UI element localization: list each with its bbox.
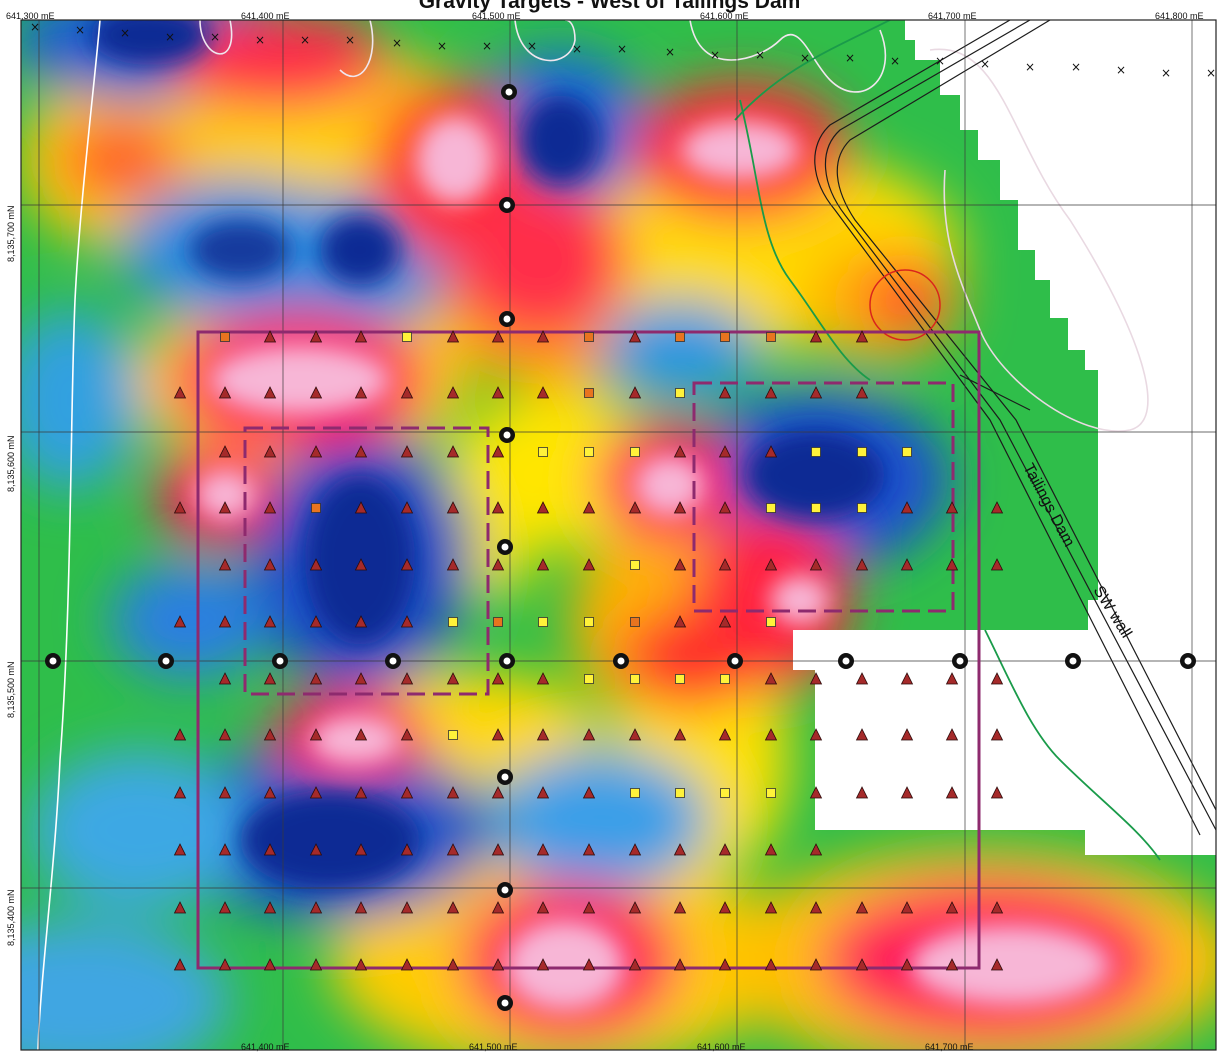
station-square (220, 332, 230, 342)
base-station-marker (1180, 653, 1196, 669)
map-title: Gravity Targets - West of Tailings Dam (418, 0, 801, 13)
cross-marker: × (572, 42, 582, 56)
easting-label-bottom-0: 641,400 mE (241, 1042, 290, 1052)
base-station-marker (499, 427, 515, 443)
cross-marker: × (1206, 66, 1216, 80)
station-square (857, 447, 867, 457)
base-station-marker (727, 653, 743, 669)
station-square (630, 674, 640, 684)
station-square (857, 503, 867, 513)
station-square (675, 388, 685, 398)
station-square (811, 503, 821, 513)
cross-marker: × (710, 48, 720, 62)
easting-label-top-3: 641,600 mE (700, 11, 749, 21)
station-square (766, 503, 776, 513)
cross-marker: × (165, 30, 175, 44)
cross-marker: × (255, 33, 265, 47)
station-square (675, 788, 685, 798)
cross-marker: × (210, 30, 220, 44)
cross-marker: × (1025, 60, 1035, 74)
station-square (402, 332, 412, 342)
station-square (538, 617, 548, 627)
station-square (448, 617, 458, 627)
cross-marker: × (1116, 63, 1126, 77)
cross-marker: × (527, 39, 537, 53)
station-square (766, 617, 776, 627)
station-square (902, 447, 912, 457)
cross-marker: × (437, 39, 447, 53)
station-square (584, 617, 594, 627)
easting-label-top-4: 641,700 mE (928, 11, 977, 21)
station-square (630, 788, 640, 798)
cross-marker: × (30, 20, 40, 34)
cross-marker: × (890, 54, 900, 68)
station-square (720, 788, 730, 798)
cross-marker: × (845, 51, 855, 65)
northing-label-1: 8,135,600 mN (6, 435, 16, 492)
station-square (584, 332, 594, 342)
cross-marker: × (980, 57, 990, 71)
station-square (538, 447, 548, 457)
easting-label-top-2: 641,500 mE (472, 11, 521, 21)
base-station-marker (158, 653, 174, 669)
base-station-marker (1065, 653, 1081, 669)
station-square (584, 388, 594, 398)
cross-marker: × (300, 33, 310, 47)
station-square (584, 674, 594, 684)
base-station-marker (499, 197, 515, 213)
northing-label-2: 8,135,500 mN (6, 661, 16, 718)
station-square (493, 617, 503, 627)
base-station-marker (838, 653, 854, 669)
cross-marker: × (755, 48, 765, 62)
cross-marker: × (482, 39, 492, 53)
station-square (720, 332, 730, 342)
station-square (630, 560, 640, 570)
cross-marker: × (392, 36, 402, 50)
station-square (630, 617, 640, 627)
station-square (766, 788, 776, 798)
easting-label-top-0: 641,300 mE (6, 11, 55, 21)
cross-marker: × (345, 33, 355, 47)
station-square (630, 447, 640, 457)
base-station-marker (45, 653, 61, 669)
cross-marker: × (75, 23, 85, 37)
northing-label-3: 8,135,400 mN (6, 889, 16, 946)
base-station-marker (952, 653, 968, 669)
base-station-marker (497, 539, 513, 555)
base-station-marker (499, 653, 515, 669)
cross-marker: × (1161, 66, 1171, 80)
base-station-marker (272, 653, 288, 669)
station-square (720, 674, 730, 684)
station-square (766, 332, 776, 342)
base-station-marker (499, 311, 515, 327)
base-station-marker (497, 995, 513, 1011)
cross-marker: × (935, 54, 945, 68)
base-station-marker (497, 882, 513, 898)
station-square (311, 503, 321, 513)
northing-label-0: 8,135,700 mN (6, 205, 16, 262)
base-station-marker (613, 653, 629, 669)
cross-marker: × (800, 51, 810, 65)
easting-label-bottom-2: 641,600 mE (697, 1042, 746, 1052)
base-station-marker (501, 84, 517, 100)
cross-marker: × (617, 42, 627, 56)
station-square (811, 447, 821, 457)
easting-label-top-5: 641,800 mE (1155, 11, 1204, 21)
cross-marker: × (665, 45, 675, 59)
station-square (675, 674, 685, 684)
station-square (584, 447, 594, 457)
base-station-marker (385, 653, 401, 669)
easting-label-bottom-1: 641,500 mE (469, 1042, 518, 1052)
easting-label-top-1: 641,400 mE (241, 11, 290, 21)
base-station-marker (497, 769, 513, 785)
station-square (675, 332, 685, 342)
cross-marker: × (1071, 60, 1081, 74)
station-square (448, 730, 458, 740)
easting-label-bottom-3: 641,700 mE (925, 1042, 974, 1052)
cross-marker: × (120, 26, 130, 40)
